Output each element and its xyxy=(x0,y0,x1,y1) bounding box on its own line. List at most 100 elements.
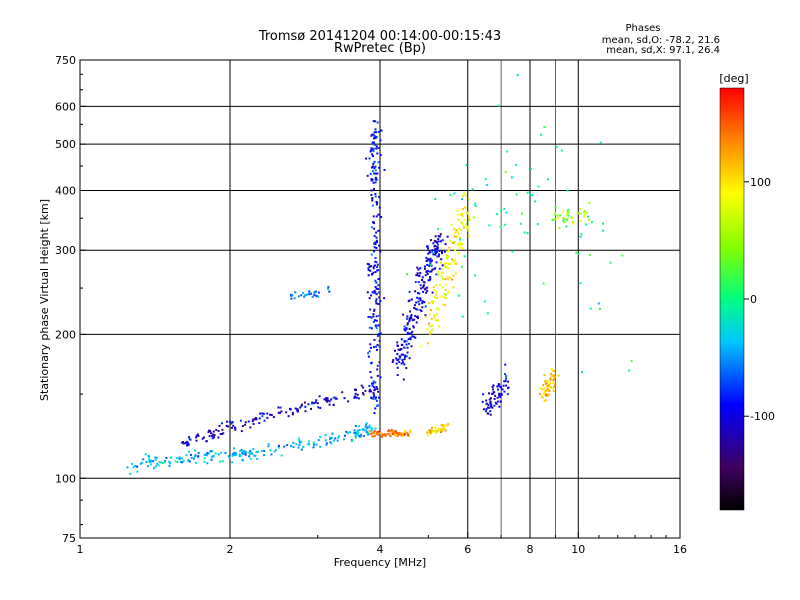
data-point xyxy=(491,385,494,388)
data-point xyxy=(286,444,289,447)
data-point xyxy=(256,450,259,453)
data-point xyxy=(505,384,508,387)
data-points xyxy=(126,74,633,475)
data-point xyxy=(336,439,339,442)
data-point xyxy=(206,462,209,465)
data-point xyxy=(255,451,258,454)
data-point xyxy=(374,257,377,260)
data-point xyxy=(376,364,379,367)
data-point xyxy=(369,426,372,429)
data-point xyxy=(454,249,457,252)
data-point xyxy=(554,206,557,209)
data-point xyxy=(372,320,375,323)
data-point xyxy=(372,215,375,218)
data-point xyxy=(449,262,452,265)
data-point xyxy=(427,252,430,255)
data-point xyxy=(409,431,412,434)
data-point xyxy=(368,265,371,268)
data-point xyxy=(491,388,494,391)
data-point xyxy=(491,392,494,395)
data-point xyxy=(554,212,557,215)
data-point xyxy=(378,244,381,247)
data-point xyxy=(397,348,400,351)
data-point xyxy=(154,465,157,468)
data-point xyxy=(149,463,152,466)
data-point xyxy=(583,215,586,218)
data-point xyxy=(468,198,471,201)
data-point xyxy=(283,445,286,448)
data-point xyxy=(238,453,241,456)
data-point xyxy=(279,406,282,409)
data-point xyxy=(457,294,460,297)
data-point xyxy=(425,291,428,294)
data-point xyxy=(461,247,464,250)
data-point xyxy=(233,454,236,457)
data-point xyxy=(539,392,542,395)
data-point xyxy=(261,415,264,418)
data-point xyxy=(370,147,373,150)
data-point xyxy=(416,266,419,269)
data-point xyxy=(405,343,408,346)
y-tick-label: 600 xyxy=(55,100,76,113)
data-point xyxy=(386,432,389,435)
data-point xyxy=(370,149,373,152)
data-point xyxy=(129,472,132,475)
data-point xyxy=(586,215,589,218)
data-point xyxy=(401,432,404,435)
data-point xyxy=(312,446,315,449)
data-point xyxy=(375,298,378,301)
data-point xyxy=(486,402,489,405)
data-point xyxy=(188,436,191,439)
data-point xyxy=(448,276,451,279)
data-point xyxy=(130,462,133,465)
data-point xyxy=(544,399,547,402)
data-point xyxy=(373,246,376,249)
data-point xyxy=(461,315,464,318)
data-point xyxy=(307,403,310,406)
data-point xyxy=(433,314,436,317)
data-point xyxy=(365,430,368,433)
data-point xyxy=(368,390,371,393)
data-point xyxy=(324,439,327,442)
data-point xyxy=(511,250,514,253)
data-point xyxy=(401,359,404,362)
data-point xyxy=(440,428,443,431)
data-point xyxy=(304,410,307,413)
data-point xyxy=(539,386,542,389)
data-point xyxy=(396,359,399,362)
data-point xyxy=(411,335,414,338)
data-point xyxy=(485,399,488,402)
data-point xyxy=(189,438,192,441)
data-point xyxy=(397,433,400,436)
data-point xyxy=(376,387,379,390)
data-point xyxy=(436,319,439,322)
data-point xyxy=(447,249,450,252)
data-point xyxy=(545,382,548,385)
data-point xyxy=(553,377,556,380)
data-point xyxy=(458,236,461,239)
data-point xyxy=(364,389,367,392)
data-point xyxy=(410,345,413,348)
data-point xyxy=(440,295,443,298)
axis-ticks: 1 2 4 6 8 10 16 75 100 200 300 400 500 600 750 xyxy=(55,54,687,556)
data-point xyxy=(296,408,299,411)
data-point xyxy=(330,437,333,440)
data-point xyxy=(195,436,198,439)
grid-lines xyxy=(80,60,680,538)
data-point xyxy=(400,434,403,437)
data-point xyxy=(553,375,556,378)
data-point xyxy=(374,324,377,327)
data-point xyxy=(176,457,179,460)
data-point xyxy=(434,426,437,429)
data-point xyxy=(136,465,139,468)
data-point xyxy=(503,373,506,376)
data-point xyxy=(403,325,406,328)
data-point xyxy=(420,287,423,290)
data-point xyxy=(366,433,369,436)
data-point xyxy=(418,274,421,277)
data-point xyxy=(488,406,491,409)
data-point xyxy=(227,455,230,458)
data-point xyxy=(437,427,440,430)
data-point xyxy=(368,263,371,266)
data-point xyxy=(400,362,403,365)
